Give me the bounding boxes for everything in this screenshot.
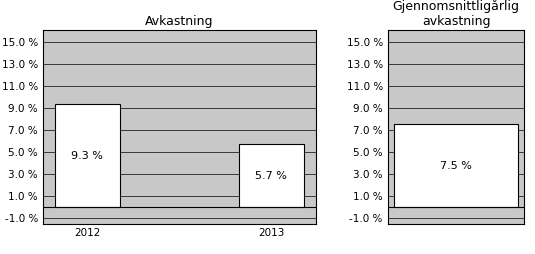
Bar — [239, 144, 303, 207]
Bar — [55, 104, 120, 207]
Text: 9.3 %: 9.3 % — [72, 151, 103, 161]
Title: Avkastning: Avkastning — [145, 15, 213, 28]
Text: 7.5 %: 7.5 % — [440, 161, 472, 171]
Title: Gjennomsnittligårlig
avkastning: Gjennomsnittligårlig avkastning — [393, 0, 519, 28]
Bar — [394, 124, 518, 207]
Text: 5.7 %: 5.7 % — [255, 170, 287, 181]
